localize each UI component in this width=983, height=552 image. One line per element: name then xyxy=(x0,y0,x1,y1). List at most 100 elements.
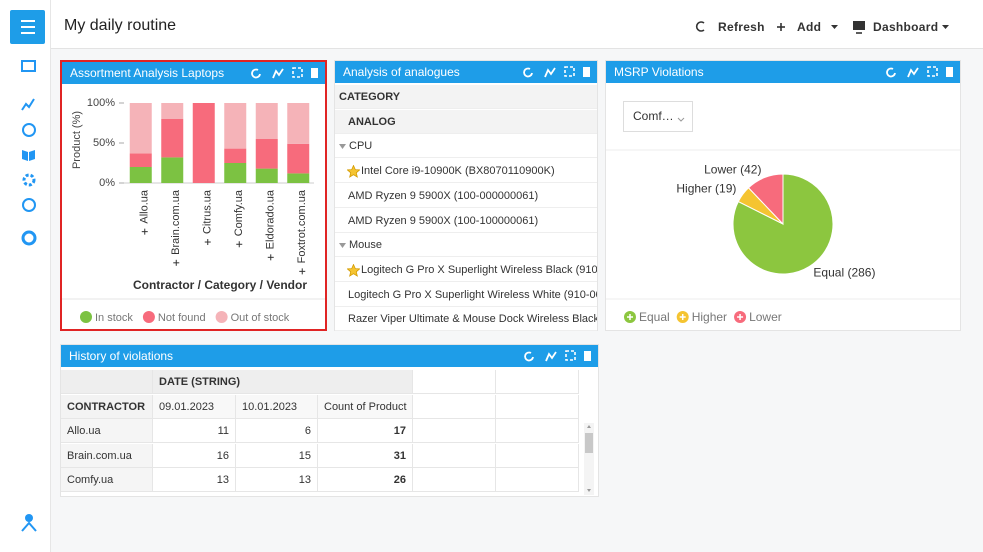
empty-cell xyxy=(413,419,496,443)
table-cell: 15 xyxy=(236,443,318,468)
data-label: Lower (42) xyxy=(704,162,761,176)
nav-icon[interactable] xyxy=(21,230,37,246)
caret xyxy=(831,25,838,29)
table-cell: 13 xyxy=(236,468,318,492)
analog-row: AMD Ryzen 9 5900X (100-000000061) xyxy=(335,183,597,208)
nav-icon[interactable] xyxy=(22,198,36,212)
nav-icon[interactable] xyxy=(22,150,35,161)
favorite-icon[interactable] xyxy=(347,263,360,277)
column-header: CATEGORY xyxy=(335,85,597,109)
analog-row: Intel Core i9-10900K (BX8070110900K) xyxy=(335,159,597,184)
chart-tool[interactable] xyxy=(907,67,919,78)
group-row: Mouse xyxy=(335,233,597,258)
favorite-icon xyxy=(347,165,360,178)
column-header: 10.01.2023 xyxy=(236,394,318,419)
expand-tool[interactable] xyxy=(292,67,303,78)
widget-header: MSRP Violations xyxy=(606,61,960,83)
dropdown[interactable]: Comf… xyxy=(623,101,693,132)
analog-row: Logitech G Pro X Superlight Wireless Bla… xyxy=(335,257,597,282)
legend-label[interactable]: Equal xyxy=(639,310,670,324)
data-label: Higher (19) xyxy=(676,182,736,196)
expand-tool[interactable] xyxy=(564,66,575,77)
legend-marker[interactable] xyxy=(80,311,92,323)
collapse-icon[interactable] xyxy=(339,243,346,249)
analog-row-text: AMD Ryzen 9 5900X (100-100000061) xyxy=(348,214,539,227)
chart-tool[interactable] xyxy=(545,351,557,362)
nav-icon[interactable] xyxy=(21,98,35,111)
scrollbar-track[interactable] xyxy=(584,423,594,495)
dropdown-value: Comf… xyxy=(633,109,674,123)
y-tick-label: 0% xyxy=(99,177,115,189)
bar-segment xyxy=(192,103,215,183)
chart-tool[interactable] xyxy=(272,68,284,79)
table-cell: 26 xyxy=(318,468,413,492)
dashboard-icon xyxy=(853,21,865,30)
column-header: 09.01.2023 xyxy=(153,394,236,419)
column-header-text: ANALOG xyxy=(348,115,396,128)
expand-tool[interactable] xyxy=(565,350,576,361)
refresh-tool[interactable] xyxy=(523,67,533,78)
bar-segment xyxy=(287,173,310,183)
bar-segment xyxy=(224,103,247,149)
nav-icon[interactable] xyxy=(21,60,36,72)
analog-row-text: Logitech G Pro X Superlight Wireless Whi… xyxy=(348,288,597,301)
favorite-icon[interactable] xyxy=(347,165,360,178)
empty-cell xyxy=(496,468,579,492)
legend-label[interactable]: Higher xyxy=(692,310,727,324)
widget-title: History of violations xyxy=(69,349,174,363)
nav-icon[interactable] xyxy=(22,173,36,187)
bar-segment xyxy=(224,148,247,163)
legend-marker[interactable] xyxy=(142,311,155,323)
widget: MSRP Violations Comf… Equal (286) Higher (1… xyxy=(605,60,961,331)
expand-tool[interactable] xyxy=(927,66,938,77)
page-title: My daily routine xyxy=(64,17,177,34)
column-header: ANALOG xyxy=(335,109,597,134)
user-icon[interactable] xyxy=(25,514,33,522)
delete-tool[interactable] xyxy=(583,67,590,77)
column-header: Count of Product xyxy=(318,394,413,419)
y-tick-label: 100% xyxy=(87,97,115,109)
legend-label[interactable]: Out of stock xyxy=(231,312,290,324)
empty-cell xyxy=(413,394,496,419)
delete-tool[interactable] xyxy=(311,68,318,78)
legend-label[interactable]: Not found xyxy=(158,312,206,324)
widget-header: Analysis of analogues xyxy=(335,61,597,83)
data-label: Equal (286) xyxy=(813,266,875,280)
user-icon[interactable] xyxy=(21,521,37,532)
chart-tool[interactable] xyxy=(544,67,556,78)
delete-tool[interactable] xyxy=(584,351,591,361)
column-header-text: CATEGORY xyxy=(339,91,401,103)
table-cell: 16 xyxy=(153,443,236,468)
nav-icon[interactable] xyxy=(22,123,36,137)
refresh-tool[interactable] xyxy=(251,68,261,79)
collapse-icon[interactable] xyxy=(339,144,346,150)
pie-slice xyxy=(747,173,784,226)
scrollbar-thumb[interactable] xyxy=(585,433,593,453)
group-row-text: CPU xyxy=(349,140,373,153)
toolbar-button[interactable]: Refresh xyxy=(718,20,765,34)
favorite-icon xyxy=(347,263,360,277)
toolbar-button[interactable]: Add xyxy=(797,20,822,34)
empty-cell xyxy=(496,394,579,419)
legend-label[interactable]: In stock xyxy=(95,312,133,324)
scroll-up[interactable] xyxy=(587,425,591,428)
bar-segment xyxy=(161,119,184,158)
bar-segment xyxy=(161,103,184,119)
legend-marker[interactable] xyxy=(215,311,228,323)
delete-tool[interactable] xyxy=(946,67,953,77)
widget: Assortment Analysis Laptops Product (%) 0%… xyxy=(60,60,327,331)
analog-row-text: Intel Core i9-10900K (BX8070110900K) xyxy=(361,165,555,178)
table-cell: 6 xyxy=(236,419,318,443)
legend-label[interactable]: Lower xyxy=(749,310,782,324)
toolbar-button[interactable]: Dashboard xyxy=(873,20,939,34)
bar-chart: Product (%) 0% 50% 100% Allo.ua Brain.com.ua C… xyxy=(62,97,325,324)
refresh-tool[interactable] xyxy=(524,351,534,362)
table-cell: 31 xyxy=(318,443,413,468)
row-header: Brain.com.ua xyxy=(61,443,153,468)
refresh-tool[interactable] xyxy=(886,67,896,78)
scroll-down[interactable] xyxy=(587,489,591,492)
analog-row-text: Razer Viper Ultimate & Mouse Dock Wirele… xyxy=(348,313,597,326)
caret xyxy=(942,25,949,29)
analog-row: AMD Ryzen 9 5900X (100-100000061) xyxy=(335,208,597,233)
widget-title: Assortment Analysis Laptops xyxy=(70,66,225,80)
